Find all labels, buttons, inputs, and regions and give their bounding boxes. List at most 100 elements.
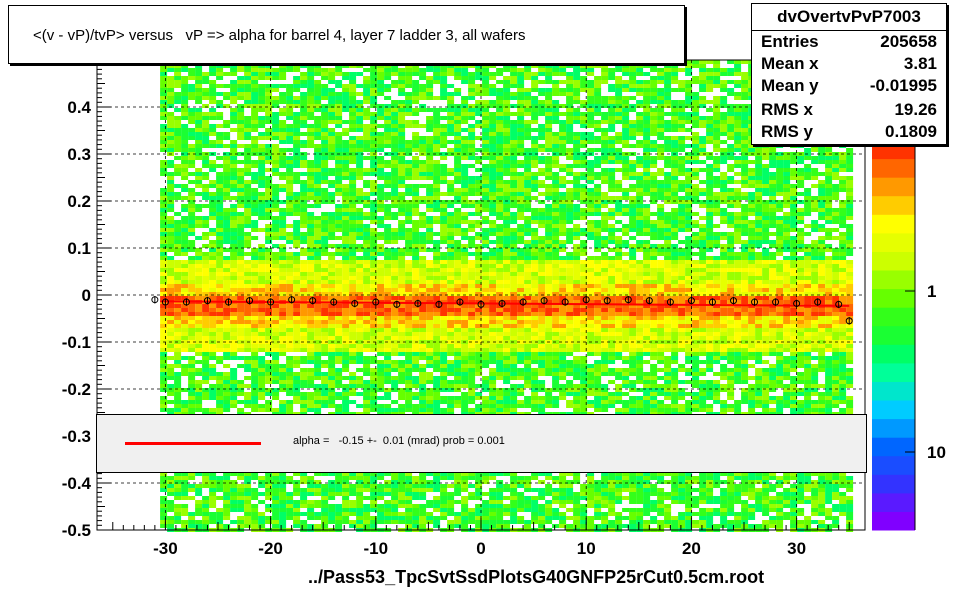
heatmap-cell <box>160 76 168 80</box>
heatmap-cell <box>496 276 504 280</box>
heatmap-cell <box>433 380 441 384</box>
heatmap-cell <box>258 492 266 496</box>
heatmap-cell <box>342 164 350 168</box>
heatmap-cell <box>489 208 497 212</box>
heatmap-cell <box>405 64 413 68</box>
heatmap-cell <box>251 372 259 376</box>
heatmap-cell <box>293 388 301 392</box>
heatmap-cell <box>377 136 385 140</box>
heatmap-cell <box>461 396 469 400</box>
heatmap-cell <box>398 408 406 412</box>
heatmap-cell <box>251 196 259 200</box>
heatmap-cell <box>279 376 287 380</box>
heatmap-cell <box>188 324 196 328</box>
heatmap-cell <box>496 172 504 176</box>
heatmap-cell <box>223 280 231 284</box>
heatmap-cell <box>314 516 322 520</box>
heatmap-cell <box>496 368 504 372</box>
heatmap-cell <box>482 68 490 72</box>
heatmap-cell <box>307 80 315 84</box>
heatmap-cell <box>174 224 182 228</box>
heatmap-cell <box>265 520 273 524</box>
heatmap-cell <box>223 328 231 332</box>
heatmap-cell <box>265 116 273 120</box>
heatmap-cell <box>307 248 315 252</box>
heatmap-cell <box>237 84 245 88</box>
heatmap-cell <box>440 272 448 276</box>
heatmap-cell <box>419 72 427 76</box>
heatmap-cell <box>328 136 336 140</box>
heatmap-cell <box>293 296 301 300</box>
heatmap-cell <box>286 356 294 360</box>
heatmap-cell <box>286 168 294 172</box>
heatmap-cell <box>328 180 336 184</box>
heatmap-cell <box>412 220 420 224</box>
heatmap-cell <box>300 216 308 220</box>
heatmap-cell <box>363 388 371 392</box>
heatmap-cell <box>475 256 483 260</box>
heatmap-cell <box>223 288 231 292</box>
heatmap-cell <box>328 144 336 148</box>
heatmap-cell <box>188 392 196 396</box>
heatmap-cell <box>419 336 427 340</box>
heatmap-cell <box>496 308 504 312</box>
heatmap-cell <box>195 112 203 116</box>
heatmap-cell <box>279 472 287 476</box>
heatmap-cell <box>440 140 448 144</box>
heatmap-cell <box>314 276 322 280</box>
heatmap-cell <box>258 84 266 88</box>
heatmap-cell <box>293 400 301 404</box>
heatmap-cell <box>307 508 315 512</box>
heatmap-cell <box>272 208 280 212</box>
heatmap-cell <box>216 516 224 520</box>
heatmap-cell <box>454 272 462 276</box>
heatmap-cell <box>293 84 301 88</box>
heatmap-cell <box>419 88 427 92</box>
heatmap-cell <box>160 248 168 252</box>
heatmap-cell <box>503 160 511 164</box>
heatmap-cell <box>342 260 350 264</box>
heatmap-cell <box>307 360 315 364</box>
heatmap-cell <box>279 112 287 116</box>
heatmap-cell <box>454 128 462 132</box>
heatmap-cell <box>300 96 308 100</box>
heatmap-cell <box>398 264 406 268</box>
heatmap-cell <box>237 92 245 96</box>
heatmap-cell <box>447 240 455 244</box>
heatmap-cell <box>468 492 476 496</box>
heatmap-cell <box>475 184 483 188</box>
heatmap-cell <box>244 204 252 208</box>
heatmap-cell <box>447 520 455 524</box>
heatmap-cell <box>349 240 357 244</box>
heatmap-cell <box>237 320 245 324</box>
heatmap-cell <box>209 140 217 144</box>
heatmap-cell <box>195 484 203 488</box>
heatmap-cell <box>286 68 294 72</box>
heatmap-cell <box>335 156 343 160</box>
heatmap-cell <box>279 100 287 104</box>
heatmap-cell <box>342 172 350 176</box>
heatmap-cell <box>356 472 364 476</box>
heatmap-cell <box>405 108 413 112</box>
heatmap-cell <box>412 396 420 400</box>
heatmap-cell <box>447 400 455 404</box>
heatmap-cell <box>454 112 462 116</box>
heatmap-cell <box>384 396 392 400</box>
heatmap-cell <box>167 176 175 180</box>
heatmap-cell <box>489 140 497 144</box>
heatmap-cell <box>363 524 371 528</box>
heatmap-cell <box>391 84 399 88</box>
heatmap-cell <box>356 112 364 116</box>
heatmap-cell <box>300 316 308 320</box>
heatmap-cell <box>370 504 378 508</box>
heatmap-cell <box>370 80 378 84</box>
heatmap-cell <box>349 252 357 256</box>
heatmap-cell <box>237 280 245 284</box>
heatmap-cell <box>188 272 196 276</box>
heatmap-cell <box>209 392 217 396</box>
heatmap-cell <box>167 508 175 512</box>
heatmap-cell <box>223 376 231 380</box>
heatmap-cell <box>251 292 259 296</box>
heatmap-cell <box>377 196 385 200</box>
heatmap-cell <box>405 336 413 340</box>
